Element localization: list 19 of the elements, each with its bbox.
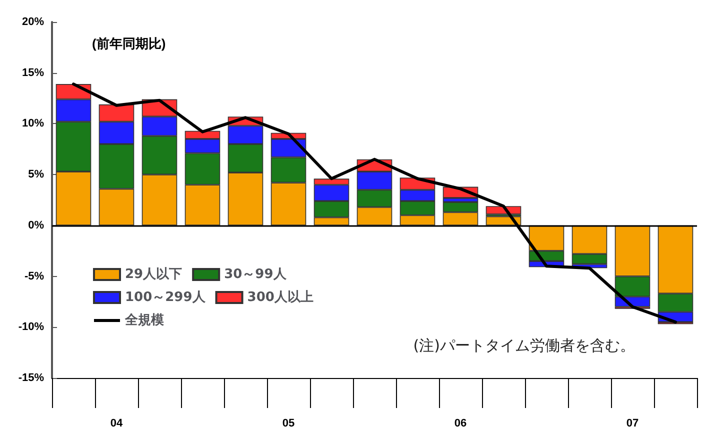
annotation: (注)パートタイム労働者を含む。 xyxy=(413,336,636,354)
x-tick-label: 04 xyxy=(110,418,124,430)
legend-label: 29人以下 xyxy=(125,267,182,282)
y-tick-label: -5% xyxy=(24,270,44,282)
x-tick-label: 05 xyxy=(282,418,295,430)
legend-label: 全規模 xyxy=(124,313,164,328)
y-tick-label: -15% xyxy=(18,372,44,384)
y-tick-label: 0% xyxy=(28,219,44,232)
y-axis-title: (前年同期比) xyxy=(92,36,166,51)
x-tick-label: 07 xyxy=(626,418,639,430)
x-tick-label: 06 xyxy=(454,418,467,430)
y-tick-label: 15% xyxy=(22,66,44,79)
y-tick-label: 5% xyxy=(28,168,44,181)
legend-label: 100～299人 xyxy=(125,290,206,305)
y-tick-label: 20% xyxy=(22,16,44,28)
y-tick-label: 10% xyxy=(22,118,44,130)
y-tick-label: -10% xyxy=(18,321,44,334)
legend-label: 300人以上 xyxy=(247,290,314,305)
legend-label: 30～99人 xyxy=(224,267,288,282)
